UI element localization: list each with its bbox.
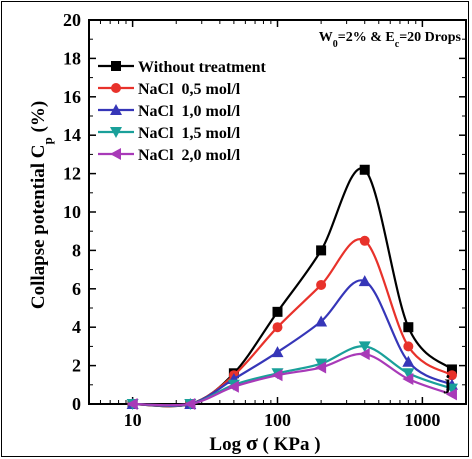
data-point	[402, 373, 414, 386]
data-point	[446, 364, 457, 375]
data-point	[403, 341, 414, 352]
data-point	[316, 279, 327, 290]
data-point	[358, 275, 371, 287]
series-layer	[126, 164, 458, 410]
y-tick-label: 4	[72, 317, 81, 337]
data-point	[403, 322, 414, 333]
y-tick-label: 10	[63, 202, 81, 222]
x-tick-label: 1000	[404, 410, 440, 430]
series-nacl-1-5-mol-l	[126, 341, 458, 410]
legend-item: Without treatment	[98, 59, 267, 76]
data-point	[272, 322, 283, 333]
y-tick-label: 16	[63, 87, 81, 107]
legend-label: NaCl 1,5 mol/l	[138, 125, 241, 142]
y-axis-label: Collapse potential Cp (%)	[28, 101, 55, 309]
legend-item: NaCl 0,5 mol/l	[98, 81, 241, 98]
data-point	[271, 369, 283, 382]
legend-marker	[110, 127, 122, 138]
y-tick-label: 14	[63, 125, 81, 145]
data-point	[402, 368, 415, 380]
legend-label: NaCl 2,0 mol/l	[138, 147, 241, 164]
legend-label: NaCl 1,0 mol/l	[138, 103, 241, 120]
data-point	[272, 306, 283, 317]
data-point	[316, 245, 327, 256]
panel-label: j	[443, 372, 451, 394]
series-line	[132, 279, 453, 407]
legend-label: Without treatment	[138, 59, 267, 76]
legend-label: NaCl 0,5 mol/l	[138, 81, 241, 98]
y-tick-label: 20	[63, 10, 81, 30]
y-tick-label: 18	[63, 48, 81, 68]
data-point	[315, 358, 328, 370]
legend-marker	[111, 61, 121, 71]
legend-marker	[111, 83, 121, 93]
data-point	[315, 361, 327, 374]
data-point	[358, 348, 370, 361]
x-tick-label: 10	[124, 410, 142, 430]
data-point	[359, 235, 370, 246]
data-point	[359, 164, 370, 175]
legend-marker	[110, 148, 121, 160]
y-tick-label: 12	[63, 164, 81, 184]
legend-item: NaCl 1,0 mol/l	[98, 103, 241, 120]
data-point	[126, 398, 138, 410]
axis-ticks: 0 2 4 6 8 10 12 14 16 18 20 10 100 1000	[63, 10, 466, 430]
legend-item: NaCl 1,5 mol/l	[98, 125, 241, 142]
x-axis-label: Log σ ( KPa )	[209, 430, 320, 455]
y-tick-label: 2	[72, 356, 81, 376]
legend-item: NaCl 2,0 mol/l	[98, 147, 241, 164]
x-tick-label: 100	[264, 410, 291, 430]
y-tick-label: 8	[72, 240, 81, 260]
data-point	[445, 383, 458, 395]
series-nacl-2-0-mol-l	[126, 348, 457, 410]
data-point	[402, 355, 415, 367]
data-point	[445, 388, 457, 401]
legend: Without treatment NaCl 0,5 mol/l NaCl 1,0 …	[98, 59, 267, 164]
data-point	[446, 370, 457, 381]
conditions-annotation: W0=2% & Ec=20 Drops	[319, 30, 462, 50]
data-point	[315, 315, 328, 327]
y-tick-label: 0	[72, 394, 81, 414]
legend-marker	[110, 104, 122, 115]
y-tick-label: 6	[72, 279, 81, 299]
data-point	[358, 341, 371, 353]
data-point	[227, 380, 239, 393]
data-point	[184, 398, 196, 410]
data-point	[271, 346, 284, 358]
